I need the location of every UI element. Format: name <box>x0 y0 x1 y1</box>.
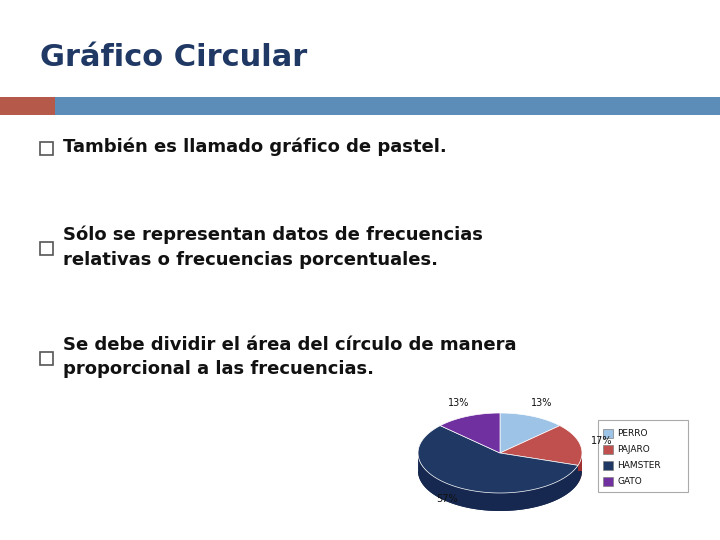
Bar <box>603 461 613 470</box>
Text: Sólo se representan datos de frecuencias
relativas o frecuencias porcentuales.: Sólo se representan datos de frecuencias… <box>63 225 483 269</box>
Bar <box>598 420 688 492</box>
Text: HAMSTER: HAMSTER <box>617 461 661 470</box>
Text: 13%: 13% <box>448 399 469 408</box>
Polygon shape <box>500 426 582 465</box>
Text: Gráfico Circular: Gráfico Circular <box>40 44 307 72</box>
Bar <box>603 429 613 438</box>
Bar <box>603 445 613 454</box>
Text: Se debe dividir el área del círculo de manera
proporcional a las frecuencias.: Se debe dividir el área del círculo de m… <box>63 335 516 379</box>
Bar <box>40 141 53 154</box>
Polygon shape <box>500 413 559 453</box>
Text: PERRO: PERRO <box>617 429 647 438</box>
Text: 13%: 13% <box>531 399 552 408</box>
Bar <box>40 352 53 365</box>
Bar <box>0 97 55 115</box>
Text: También es llamado gráfico de pastel.: También es llamado gráfico de pastel. <box>63 138 446 156</box>
Polygon shape <box>440 413 500 453</box>
Text: GATO: GATO <box>617 477 642 486</box>
Bar <box>603 477 613 486</box>
Text: 57%: 57% <box>436 495 458 504</box>
Polygon shape <box>418 454 578 511</box>
Polygon shape <box>418 471 582 511</box>
Text: 17%: 17% <box>590 436 612 446</box>
Bar <box>40 241 53 254</box>
Polygon shape <box>578 453 582 483</box>
Bar <box>55 97 720 115</box>
Text: PAJARO: PAJARO <box>617 445 649 454</box>
Polygon shape <box>418 426 578 493</box>
